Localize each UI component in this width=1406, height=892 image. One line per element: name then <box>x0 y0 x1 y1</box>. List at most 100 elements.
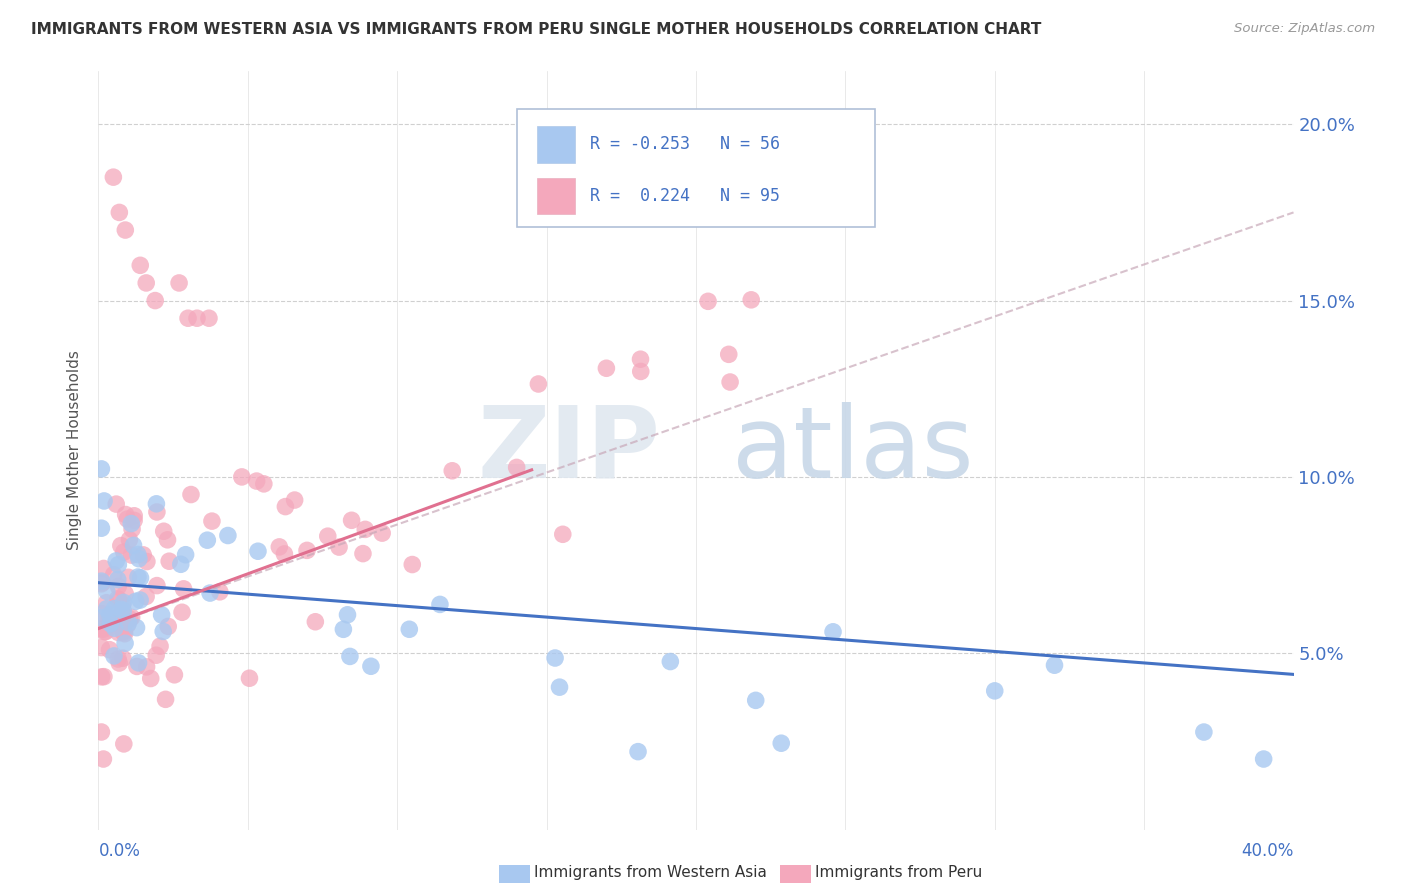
Point <box>98 607 121 622</box>
Text: R = -0.253   N = 56: R = -0.253 N = 56 <box>589 136 779 153</box>
Point <box>110 607 132 621</box>
Text: ZIP: ZIP <box>477 402 661 499</box>
Point <box>152 524 174 539</box>
Point <box>253 476 276 491</box>
Point <box>332 623 354 637</box>
Point <box>107 573 129 587</box>
Point <box>129 571 152 585</box>
Point <box>93 561 115 575</box>
Point <box>117 570 139 584</box>
Point <box>1192 725 1215 739</box>
Point <box>544 651 567 665</box>
Point <box>90 622 112 636</box>
Point <box>143 293 166 308</box>
Point <box>114 636 136 650</box>
Point <box>173 582 195 596</box>
Point <box>110 539 132 553</box>
Point <box>505 460 527 475</box>
Point <box>352 547 374 561</box>
Point <box>90 640 112 655</box>
Point <box>129 593 152 607</box>
Text: R =  0.224   N = 95: R = 0.224 N = 95 <box>589 187 779 205</box>
Point <box>112 624 135 639</box>
Point <box>630 364 652 378</box>
Point <box>129 258 152 272</box>
Point <box>90 611 112 625</box>
Point <box>107 625 129 640</box>
FancyBboxPatch shape <box>537 178 575 214</box>
Point <box>120 516 142 531</box>
Point <box>273 547 295 561</box>
Point <box>1253 752 1275 766</box>
Point <box>114 508 136 522</box>
Point <box>770 736 793 750</box>
Point <box>316 529 339 543</box>
Point <box>284 493 307 508</box>
Point <box>107 579 129 593</box>
Point <box>98 610 121 624</box>
Point <box>156 533 179 547</box>
Text: 40.0%: 40.0% <box>1241 842 1294 860</box>
Point <box>163 668 186 682</box>
Point <box>328 540 350 554</box>
Point <box>745 693 768 707</box>
Point <box>201 514 224 528</box>
Point <box>135 660 157 674</box>
Point <box>118 533 141 547</box>
Point <box>103 170 125 185</box>
Point <box>117 512 139 526</box>
Point <box>107 652 129 666</box>
Point <box>103 601 125 615</box>
Point <box>718 375 741 389</box>
Text: 0.0%: 0.0% <box>98 842 141 860</box>
Point <box>93 670 115 684</box>
Point <box>149 639 172 653</box>
Point <box>157 554 180 568</box>
Point <box>121 522 143 536</box>
Point <box>238 671 260 685</box>
Point <box>398 622 420 636</box>
Point <box>157 619 180 633</box>
Point <box>90 462 112 476</box>
Point <box>122 513 145 527</box>
Point <box>127 548 149 562</box>
Point <box>246 474 269 488</box>
Point <box>150 607 173 622</box>
Point <box>177 311 200 326</box>
Point <box>108 592 131 607</box>
Point <box>128 656 150 670</box>
Point <box>128 551 150 566</box>
Point <box>269 540 291 554</box>
Point <box>170 605 193 619</box>
Y-axis label: Single Mother Households: Single Mother Households <box>67 351 83 550</box>
Point <box>108 656 131 670</box>
Text: Immigrants from Western Asia: Immigrants from Western Asia <box>534 865 768 880</box>
Point <box>441 464 464 478</box>
Point <box>208 584 231 599</box>
Text: IMMIGRANTS FROM WESTERN ASIA VS IMMIGRANTS FROM PERU SINGLE MOTHER HOUSEHOLDS CO: IMMIGRANTS FROM WESTERN ASIA VS IMMIGRAN… <box>31 22 1042 37</box>
Point <box>336 607 359 622</box>
Point <box>122 538 145 552</box>
Point <box>135 276 157 290</box>
Point <box>100 616 122 631</box>
Point <box>104 621 127 635</box>
Point <box>132 548 155 562</box>
Point <box>125 659 148 673</box>
Point <box>135 590 157 604</box>
Point <box>121 610 143 624</box>
Point <box>117 615 139 630</box>
Point <box>401 558 423 572</box>
Point <box>111 624 134 639</box>
Point <box>90 577 112 591</box>
FancyBboxPatch shape <box>517 109 875 227</box>
Point <box>112 737 135 751</box>
Point <box>105 554 128 568</box>
Point <box>340 513 363 527</box>
Point <box>198 586 221 600</box>
Point <box>984 684 1007 698</box>
Point <box>551 527 574 541</box>
Point <box>93 624 115 639</box>
Point <box>198 311 221 326</box>
Point <box>595 361 617 376</box>
FancyBboxPatch shape <box>537 126 575 162</box>
